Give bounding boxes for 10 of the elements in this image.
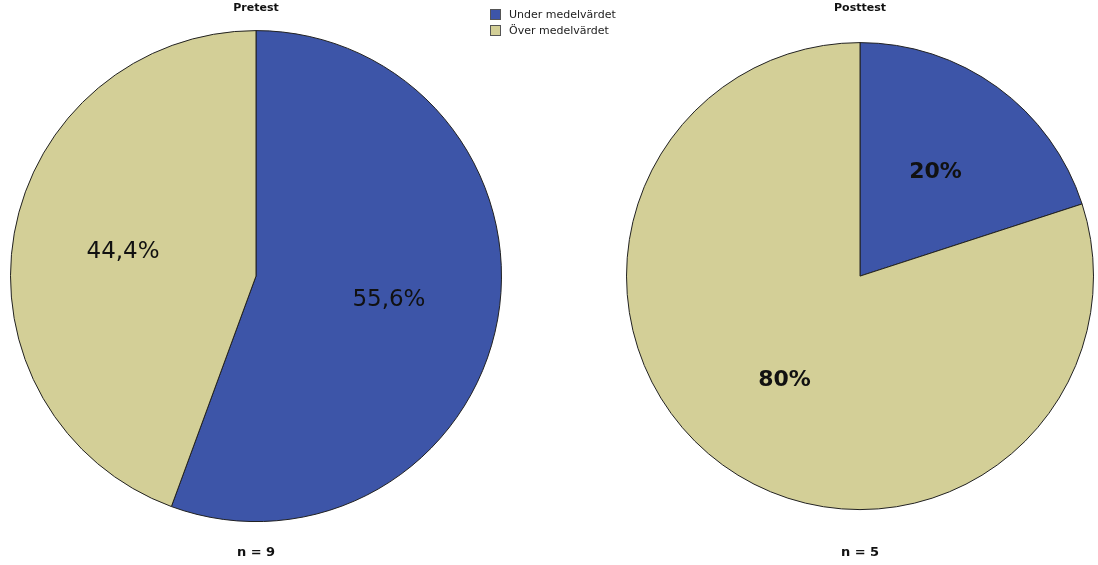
text: n = 5 [840,544,880,560]
chart-title: Posttest [834,1,886,15]
data-label: 20% [909,157,962,183]
legend-label: Över medelvärdet [509,24,609,37]
data-label: 55,6% [352,284,426,311]
legend-label: Under medelvärdet [509,8,616,21]
data-label: 44,4% [86,237,160,264]
data-label: 80% [758,365,811,391]
text: n = 9 [236,544,276,560]
chart-title: Pretest [233,1,279,15]
